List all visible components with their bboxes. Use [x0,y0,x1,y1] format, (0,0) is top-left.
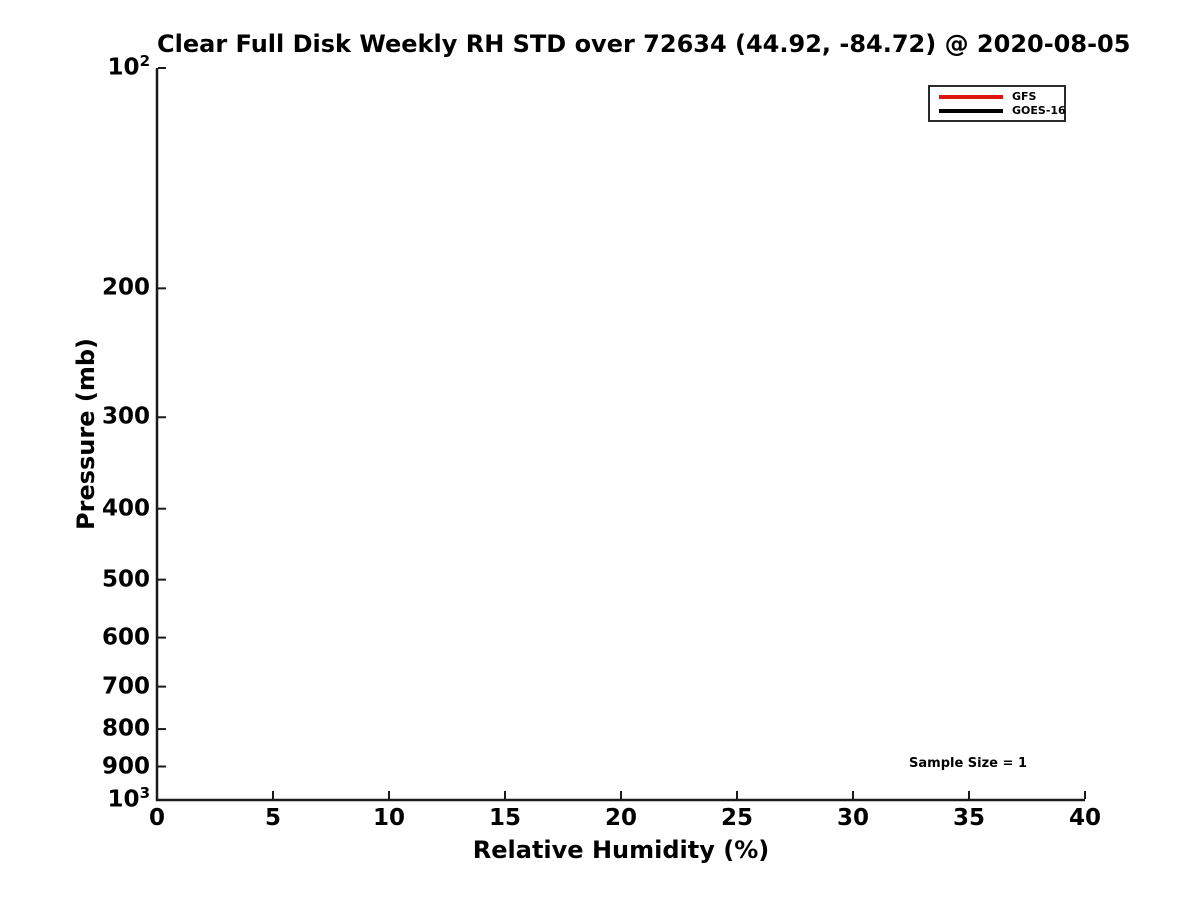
legend-entry: GFS [939,91,1058,102]
x-axis-label: Relative Humidity (%) [472,836,770,864]
x-tick-label: 15 [488,805,522,831]
sample-size-annotation: Sample Size = 1 [909,756,1027,771]
x-tick-label: 30 [836,805,870,831]
chart-title: Clear Full Disk Weekly RH STD over 72634… [157,30,1131,58]
legend-label: GOES-16 [1012,104,1066,117]
x-tick-label: 20 [604,805,638,831]
y-tick-label: 700 [101,673,150,700]
legend-line-sample [939,94,1003,99]
x-tick-label: 40 [1068,805,1102,831]
legend-label: GFS [1012,90,1037,103]
y-tick-label: 102 [107,51,150,81]
y-tick-label: 500 [101,566,150,593]
x-tick-label: 25 [720,805,754,831]
y-tick-label: 103 [107,783,150,813]
x-tick-label: 5 [264,805,282,831]
x-tick-label: 10 [372,805,406,831]
y-tick-label: 300 [101,403,150,430]
legend-entry: GOES-16 [939,105,1066,116]
y-tick-label: 800 [101,715,150,742]
y-tick-label: 400 [101,495,150,522]
legend-line-sample [939,108,1003,113]
legend-box: GFS GOES-16 [928,85,1066,122]
axes-spines [155,68,1085,802]
x-tick-label: 0 [148,805,166,831]
y-tick-label: 900 [101,753,150,779]
y-tick-label: 200 [101,274,150,301]
x-tick-label: 35 [952,805,986,831]
y-tick-label: 600 [101,624,150,651]
